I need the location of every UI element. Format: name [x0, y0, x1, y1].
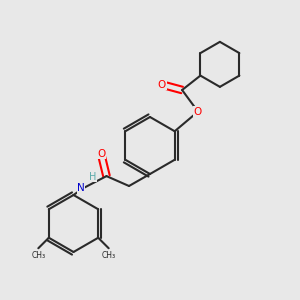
Text: O: O	[97, 149, 105, 159]
Text: O: O	[194, 106, 202, 117]
Text: CH₃: CH₃	[102, 251, 116, 260]
Text: CH₃: CH₃	[31, 251, 45, 260]
Text: H: H	[89, 172, 96, 182]
Text: O: O	[158, 80, 166, 90]
Text: N: N	[77, 183, 85, 193]
